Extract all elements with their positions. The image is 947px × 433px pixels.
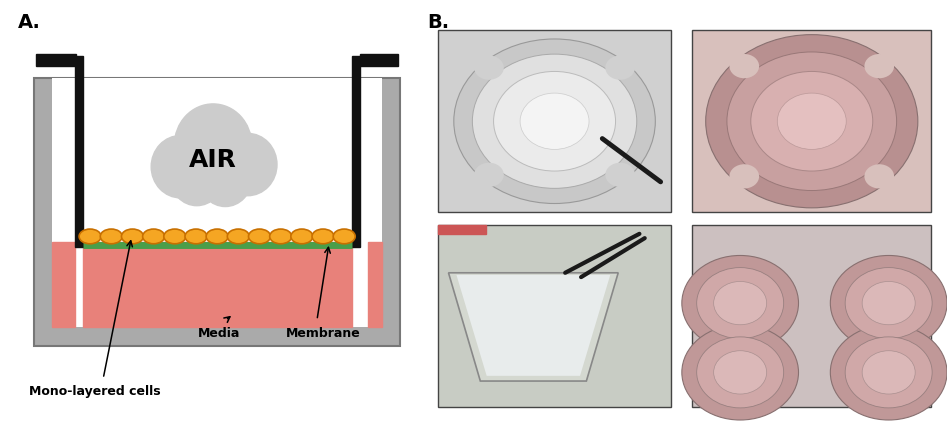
- Ellipse shape: [291, 229, 313, 244]
- Circle shape: [682, 325, 798, 420]
- Circle shape: [831, 255, 947, 351]
- Circle shape: [174, 104, 252, 186]
- Circle shape: [199, 150, 252, 207]
- Circle shape: [152, 136, 210, 198]
- Circle shape: [474, 55, 504, 80]
- Bar: [438, 30, 671, 212]
- Circle shape: [682, 255, 798, 351]
- Ellipse shape: [100, 229, 122, 244]
- Text: AIR: AIR: [189, 148, 237, 172]
- Ellipse shape: [227, 229, 249, 244]
- Circle shape: [862, 351, 915, 394]
- Ellipse shape: [80, 229, 101, 244]
- Polygon shape: [449, 273, 618, 381]
- Ellipse shape: [206, 229, 228, 244]
- Bar: [351, 56, 360, 247]
- Circle shape: [845, 337, 932, 408]
- Ellipse shape: [185, 229, 207, 244]
- Circle shape: [697, 337, 784, 408]
- Bar: [692, 225, 931, 407]
- Circle shape: [831, 325, 947, 420]
- Circle shape: [170, 149, 223, 206]
- Circle shape: [845, 268, 932, 339]
- Circle shape: [605, 163, 635, 187]
- Circle shape: [697, 268, 784, 339]
- Text: Mono-layered cells: Mono-layered cells: [29, 385, 161, 398]
- Ellipse shape: [248, 229, 271, 244]
- Circle shape: [729, 164, 759, 188]
- Bar: [34, 78, 401, 346]
- Circle shape: [706, 35, 918, 208]
- Bar: [82, 242, 351, 327]
- Circle shape: [714, 351, 767, 394]
- Ellipse shape: [121, 229, 143, 244]
- Bar: [75, 56, 82, 247]
- Ellipse shape: [333, 229, 355, 244]
- Bar: [36, 54, 76, 66]
- Bar: [438, 225, 486, 234]
- Circle shape: [729, 54, 759, 78]
- Circle shape: [862, 281, 915, 325]
- Circle shape: [474, 163, 504, 187]
- Bar: [52, 242, 75, 327]
- Circle shape: [605, 55, 635, 80]
- Circle shape: [865, 164, 894, 188]
- Circle shape: [751, 71, 873, 171]
- Circle shape: [727, 52, 897, 191]
- Circle shape: [493, 71, 616, 171]
- Circle shape: [714, 281, 767, 325]
- Bar: [438, 225, 671, 407]
- Ellipse shape: [164, 229, 186, 244]
- Ellipse shape: [270, 229, 292, 244]
- Text: B.: B.: [427, 13, 450, 32]
- Text: Media: Media: [198, 327, 241, 340]
- Bar: [367, 242, 382, 327]
- Text: A.: A.: [18, 13, 41, 32]
- Bar: [360, 54, 398, 66]
- Ellipse shape: [143, 229, 165, 244]
- Circle shape: [520, 93, 589, 149]
- Bar: [692, 30, 931, 212]
- Polygon shape: [456, 275, 610, 376]
- Ellipse shape: [312, 229, 334, 244]
- Text: Membrane: Membrane: [286, 327, 361, 340]
- Bar: [52, 78, 382, 327]
- Circle shape: [454, 39, 655, 204]
- Circle shape: [777, 93, 847, 149]
- Circle shape: [219, 133, 277, 196]
- Circle shape: [473, 54, 636, 188]
- Circle shape: [865, 54, 894, 78]
